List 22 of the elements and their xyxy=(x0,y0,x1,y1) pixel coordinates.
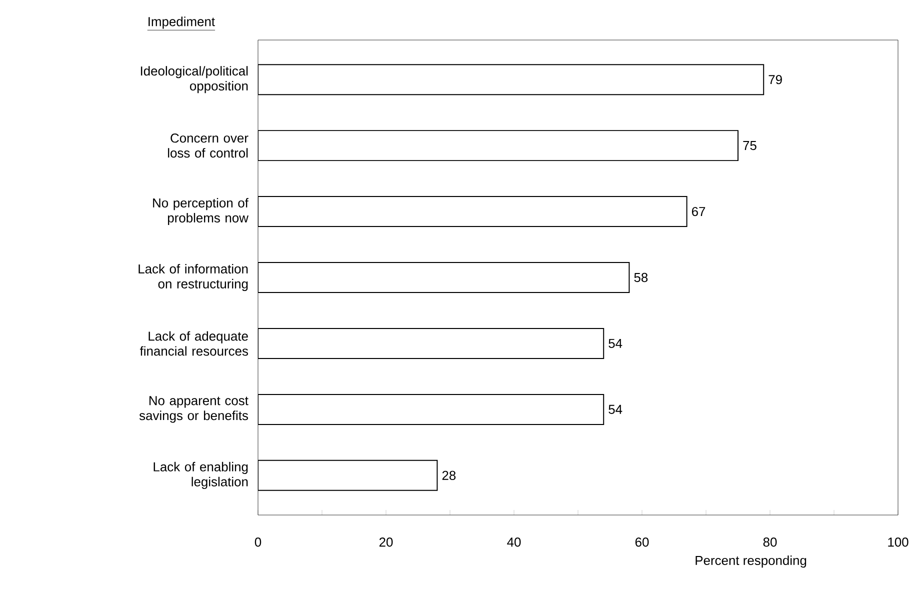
y-tick-label: Ideological/political opposition xyxy=(140,66,248,94)
y-tick-label: Lack of adequate financial resources xyxy=(140,331,248,356)
x-axis-title: Percent responding xyxy=(696,556,806,568)
data-label: 54 xyxy=(608,338,622,348)
x-tick-label: 40 xyxy=(507,538,521,547)
x-tick-label: 60 xyxy=(635,538,649,547)
data-label: 79 xyxy=(768,75,782,84)
x-tick-label: 100 xyxy=(888,538,908,547)
y-tick-label: Lack of information on restructuring xyxy=(138,264,248,292)
y-tick-label: No apparent cost savings or benefits xyxy=(139,396,248,423)
data-label: 58 xyxy=(634,272,648,282)
y-tick-label: Concern over loss of control xyxy=(168,134,248,158)
data-label: 28 xyxy=(442,470,456,480)
y-tick-label: No perception of problems now xyxy=(153,198,249,226)
data-label: 67 xyxy=(692,206,706,216)
x-tick-label: 80 xyxy=(763,538,777,547)
y-tick-label: Lack of enabling legislation xyxy=(154,462,248,489)
x-tick-label: 20 xyxy=(379,538,393,547)
data-label: 75 xyxy=(743,141,756,150)
data-label: 54 xyxy=(608,404,622,414)
y-axis-title: Impediment xyxy=(148,16,215,29)
x-tick-label: 0 xyxy=(254,538,262,547)
